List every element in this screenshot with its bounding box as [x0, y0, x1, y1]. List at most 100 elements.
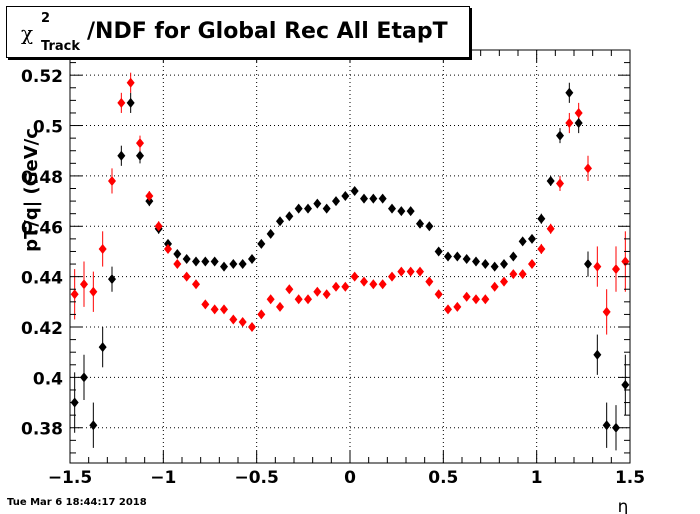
error-bars — [74, 72, 626, 451]
data-point — [556, 130, 564, 141]
data-point — [266, 294, 275, 305]
data-point — [509, 269, 518, 280]
data-point — [472, 256, 480, 267]
data-point — [117, 97, 126, 108]
y-tick-label: 0.38 — [21, 420, 63, 440]
data-point — [192, 279, 200, 290]
y-tick-label: 0.5 — [33, 118, 63, 138]
data-point — [145, 196, 154, 207]
data-point — [238, 316, 247, 327]
data-point — [304, 203, 312, 214]
data-point — [257, 309, 266, 320]
data-point — [341, 281, 350, 292]
data-point — [360, 276, 368, 287]
data-point — [220, 304, 228, 315]
data-point — [453, 251, 462, 262]
data-point — [98, 243, 107, 254]
data-point — [537, 213, 546, 224]
x-tick-label: 0 — [344, 468, 356, 488]
data-point — [518, 269, 527, 280]
data-point — [126, 77, 135, 88]
data-point — [98, 342, 107, 353]
data-point — [453, 301, 462, 312]
data-point — [500, 276, 508, 287]
data-point — [481, 259, 490, 270]
data-point — [322, 289, 331, 300]
data-point — [341, 191, 350, 202]
data-point — [322, 203, 331, 214]
data-point — [192, 256, 200, 267]
data-point — [229, 259, 238, 270]
data-point — [229, 314, 238, 325]
data-point — [528, 259, 536, 270]
data-point — [546, 175, 555, 186]
x-tick-label: 1.5 — [615, 468, 645, 488]
data-point — [556, 178, 564, 189]
data-point — [472, 294, 480, 305]
data-point — [378, 193, 387, 204]
y-tick-label: 0.46 — [21, 218, 63, 238]
title-text: /NDF for Global Rec All EtapT — [87, 19, 448, 44]
data-point — [304, 294, 312, 305]
data-point — [425, 276, 434, 287]
y-tick-label: 0.48 — [21, 168, 63, 188]
data-point — [565, 87, 574, 98]
data-point — [462, 254, 471, 265]
data-point — [369, 279, 378, 290]
data-point — [294, 203, 303, 214]
data-point — [164, 238, 172, 249]
data-point — [584, 163, 592, 174]
data-point — [509, 251, 518, 262]
x-tick-label: −1 — [150, 468, 176, 488]
x-tick-label: 1 — [531, 468, 543, 488]
data-point — [210, 304, 219, 315]
data-point — [182, 271, 191, 282]
data-point — [397, 266, 406, 277]
data-point — [528, 233, 536, 244]
data-point — [276, 216, 284, 227]
data-points — [70, 77, 630, 433]
data-point — [80, 372, 88, 383]
data-point — [406, 266, 415, 277]
data-point — [350, 186, 359, 197]
y-tick-labels: 0.38 0.4 0.42 0.44 0.46 0.48 0.5 0.52 — [21, 67, 63, 440]
data-point — [565, 118, 574, 129]
data-point — [490, 261, 499, 272]
x-tick-label: −0.5 — [234, 468, 278, 488]
data-point — [136, 150, 144, 161]
data-point — [257, 238, 266, 249]
data-point — [210, 256, 219, 267]
data-point — [136, 138, 144, 149]
y-tick-label: 0.42 — [21, 319, 63, 339]
data-point — [416, 266, 424, 277]
data-point — [481, 294, 490, 305]
data-point — [612, 422, 620, 433]
data-point — [332, 196, 340, 207]
data-point — [574, 107, 583, 118]
data-point — [500, 259, 508, 270]
x-tick-labels: −1.5 −1 −0.5 0 0.5 1 1.5 — [48, 468, 645, 488]
data-point — [602, 306, 611, 317]
data-point — [574, 118, 583, 129]
data-point — [117, 150, 126, 161]
y-tick-label: 0.44 — [21, 269, 63, 289]
data-point — [201, 256, 210, 267]
data-point — [182, 254, 191, 265]
x-tick-label: −1.5 — [48, 468, 92, 488]
data-point — [425, 221, 434, 232]
data-point — [89, 286, 98, 297]
data-point — [108, 175, 116, 186]
data-point — [248, 322, 256, 333]
data-point — [332, 281, 340, 292]
data-point — [434, 289, 443, 300]
y-tick-label: 0.4 — [33, 369, 63, 389]
y-tick-label: 0.52 — [21, 67, 63, 87]
chi-superscript: 2 — [41, 11, 51, 26]
data-point — [593, 349, 602, 360]
data-point — [444, 251, 452, 262]
data-point — [313, 198, 322, 209]
data-point — [266, 228, 275, 239]
data-point — [621, 256, 630, 267]
data-point — [593, 261, 602, 272]
data-point — [154, 221, 163, 232]
